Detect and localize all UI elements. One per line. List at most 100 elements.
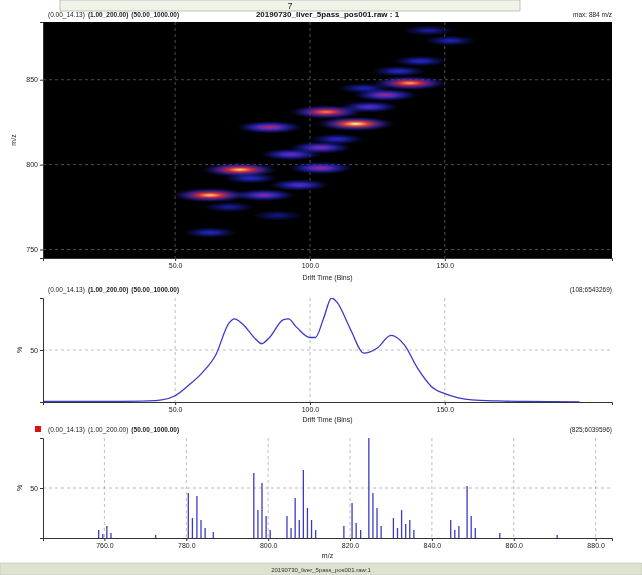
tick: 760.0 (96, 538, 114, 549)
tick-mark (40, 165, 43, 166)
tick-label: 850 (26, 76, 38, 83)
tick-label: 50.0 (169, 406, 183, 413)
y-axis-title: m/z (10, 134, 17, 146)
peak (315, 530, 316, 538)
heat-spot (372, 66, 427, 77)
heat-spot (201, 162, 279, 177)
heat-spot (232, 189, 296, 201)
footer-bar (0, 563, 642, 575)
peak (261, 483, 262, 538)
peak (110, 533, 111, 538)
heat-spot (393, 56, 448, 67)
axis-line (40, 23, 44, 259)
plot-background (43, 22, 612, 258)
tick-mark (186, 538, 187, 541)
header-text: (1.00_200.00) (88, 426, 128, 434)
peak (155, 535, 156, 538)
heat-spot (310, 134, 365, 145)
peak (393, 518, 394, 538)
peak (556, 535, 557, 538)
tick-label: 760.0 (96, 542, 114, 549)
peak (200, 520, 201, 538)
chart-title: 20190730_liver_5pass_pos001.raw : 1 (256, 10, 400, 19)
heat-spot (337, 83, 390, 94)
header-text: (50.00_1000.00) (131, 426, 179, 434)
peak (286, 516, 287, 538)
heat-spot (424, 35, 477, 46)
tick: 840.0 (424, 538, 442, 549)
peak (102, 534, 103, 538)
axis-line (44, 539, 613, 542)
tick: 780.0 (178, 538, 196, 549)
peak (303, 470, 304, 538)
header-text: (50.00_1000.00) (131, 286, 179, 294)
peak (372, 493, 373, 538)
tick: 100.0 (302, 258, 320, 269)
y-axis: 50 (30, 439, 43, 539)
tick: 850 (26, 76, 43, 83)
plot-area (43, 438, 612, 538)
data-line (43, 298, 580, 402)
peak (413, 530, 414, 538)
peak (409, 520, 410, 538)
axis-line (40, 439, 44, 539)
peak (450, 520, 451, 538)
peak (265, 516, 266, 538)
peak (213, 532, 214, 538)
marker-square (35, 426, 41, 432)
tick-mark (310, 402, 311, 405)
peak (475, 528, 476, 538)
peak (343, 526, 344, 538)
tick-mark (514, 538, 515, 541)
tick-label: 800 (26, 161, 38, 168)
tick-label: 50 (30, 347, 38, 354)
tick-mark (445, 402, 446, 405)
peak (397, 528, 398, 538)
grid (43, 22, 612, 258)
peak (257, 510, 258, 538)
tick-mark (40, 80, 43, 81)
peak (360, 530, 361, 538)
tick-mark (350, 538, 351, 541)
tick-label: 860.0 (505, 542, 523, 549)
peak (458, 526, 459, 538)
peak (311, 520, 312, 538)
header-text: (50.00_1000.00) (131, 11, 179, 19)
y-axis-title: % (16, 347, 23, 353)
heat-spot (236, 121, 303, 134)
y-axis: 50 (30, 299, 43, 403)
header-right: (825;6039596) (570, 426, 612, 434)
grid-line (43, 488, 612, 489)
heat-spot (339, 101, 399, 113)
grid-line (43, 249, 612, 250)
header-text: (0.00_14.13) (48, 286, 85, 294)
tick-mark (40, 350, 43, 351)
header-right: max: 884 m/z (573, 11, 612, 18)
peak (98, 530, 99, 538)
peak (471, 516, 472, 538)
y-axis: 750800850 (26, 23, 43, 259)
heat-spot (269, 179, 329, 191)
peak (295, 498, 296, 538)
grid-line (186, 438, 187, 538)
tick-label: 800.0 (260, 542, 278, 549)
tick-label: 50 (30, 485, 38, 492)
peak (307, 508, 308, 538)
grid-line (175, 22, 176, 258)
tick-mark (40, 488, 43, 489)
peak (299, 520, 300, 538)
page: 720190730_liver_5pass_pos001.raw:1(0.00_… (0, 0, 642, 575)
tick: 800 (26, 161, 43, 168)
tick-mark (175, 402, 176, 405)
tick-label: 880.0 (587, 542, 605, 549)
tick: 880.0 (587, 538, 605, 549)
peak (290, 528, 291, 538)
tick: 100.0 (302, 402, 320, 413)
header-text: (1.00_200.00) (88, 286, 128, 294)
heat-spot (253, 211, 302, 221)
heat-spot (183, 227, 237, 238)
tick-label: 100.0 (302, 262, 320, 269)
tick: 800.0 (260, 538, 278, 549)
x-axis-title: Drift Time (Bins) (302, 274, 352, 282)
peak (196, 496, 197, 538)
